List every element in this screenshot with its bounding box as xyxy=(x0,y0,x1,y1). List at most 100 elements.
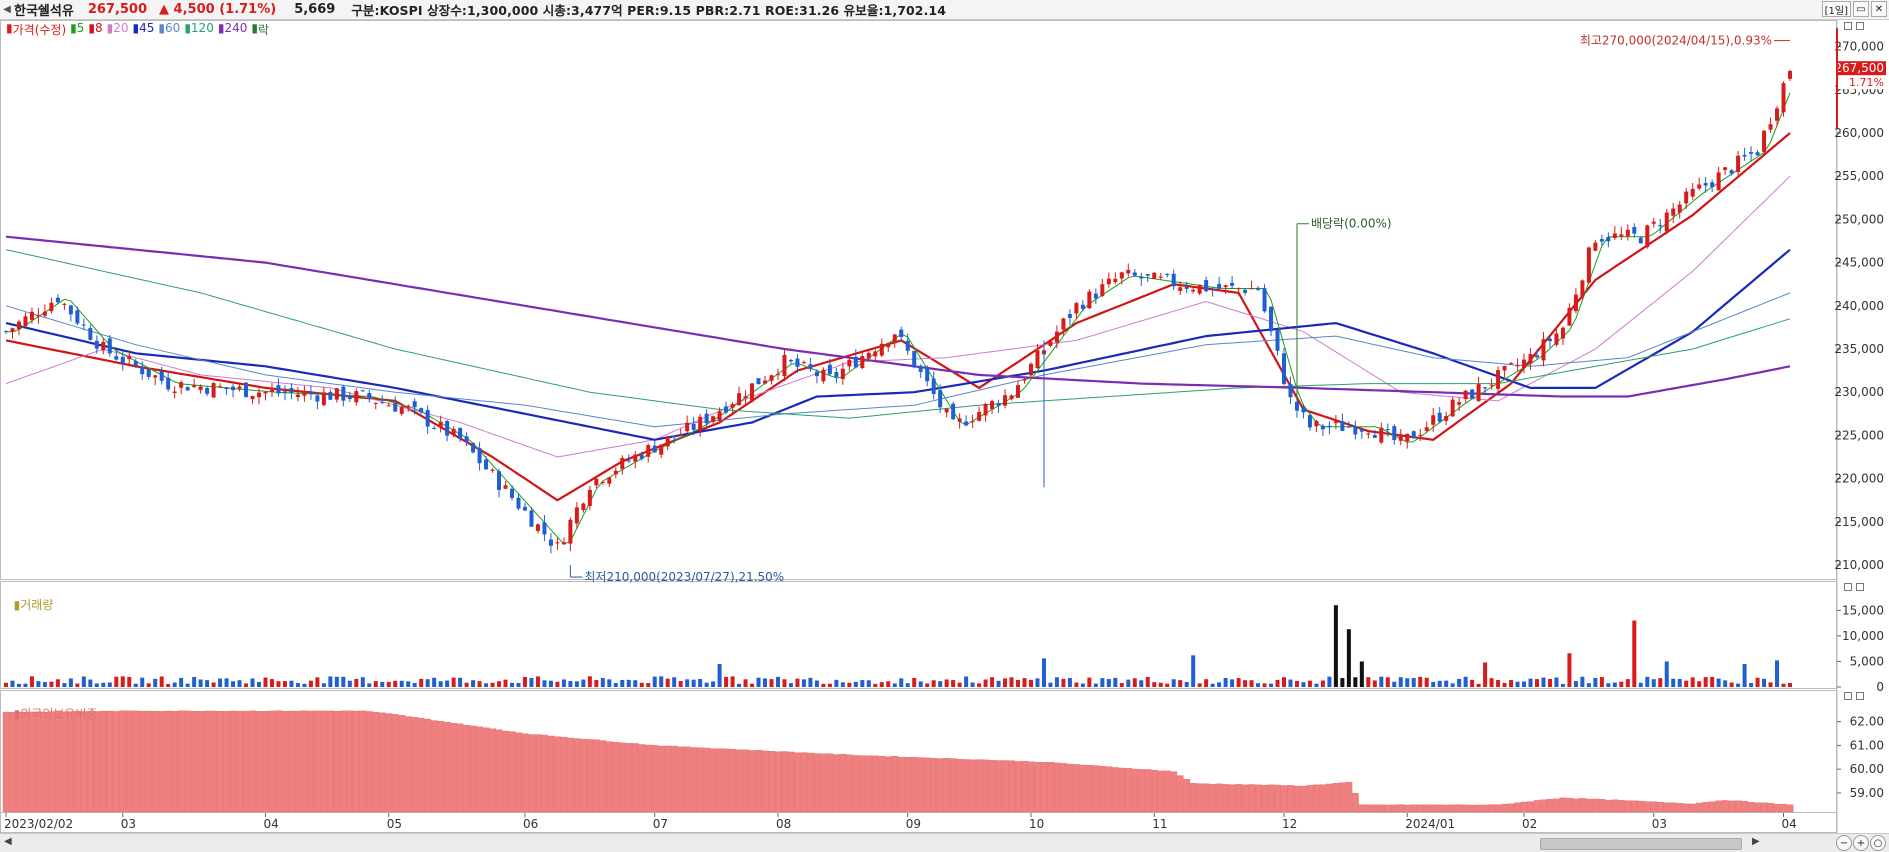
foreign-bar xyxy=(722,748,730,813)
foreign-bar xyxy=(1034,761,1041,813)
volume-bar xyxy=(944,679,949,687)
candle-body xyxy=(1009,395,1014,400)
maximize-icon[interactable]: ▭ xyxy=(1853,1,1869,17)
pane-minimize-icon[interactable] xyxy=(1844,22,1852,30)
candle-body xyxy=(1067,314,1072,318)
foreign-bar xyxy=(1747,802,1755,813)
candle-body xyxy=(88,328,93,340)
dropdown-icon[interactable]: ◀ xyxy=(3,4,11,15)
foreign-bar xyxy=(800,752,808,813)
candle-body xyxy=(1788,71,1792,79)
period-button[interactable]: [1일] xyxy=(1821,1,1851,17)
candle-body xyxy=(1022,379,1027,381)
foreign-bar xyxy=(1125,767,1132,813)
volume-bar xyxy=(1755,677,1760,687)
volume-pane-maximize-icon[interactable] xyxy=(1856,583,1864,591)
date-tick-label: 04 xyxy=(263,817,278,831)
volume-bar xyxy=(172,682,177,687)
zoom-out-icon[interactable]: − xyxy=(1836,835,1852,851)
stock-info: 구분:KOSPI 상장수:1,300,000 시총:3,477억 PER:9.1… xyxy=(351,3,947,18)
foreign-bar xyxy=(1585,798,1593,813)
foreign-bar xyxy=(1533,800,1541,813)
volume-bar xyxy=(1684,680,1689,687)
candle-body xyxy=(1560,327,1565,339)
foreign-bar xyxy=(521,733,529,813)
foreign-bar xyxy=(1650,801,1658,813)
volume-bar xyxy=(1009,677,1014,687)
foreign-bar xyxy=(956,758,964,813)
legend-ma-5[interactable]: 5 xyxy=(76,21,85,35)
volume-bar xyxy=(1593,677,1598,687)
foreign-panel-title[interactable]: 외국인보유비중 xyxy=(20,707,98,721)
candle-body xyxy=(1599,238,1604,242)
foreign-bar xyxy=(197,711,205,813)
candle-body xyxy=(977,411,982,421)
volume-bar xyxy=(834,679,839,687)
candle-body xyxy=(503,485,508,489)
legend-ma-240[interactable]: 240 xyxy=(224,21,248,35)
foreign-bar xyxy=(1138,769,1145,813)
foreign-bar xyxy=(320,710,328,813)
candle-body xyxy=(1054,331,1059,343)
legend-ma-20[interactable]: 20 xyxy=(113,21,129,35)
zoom-in-icon[interactable]: + xyxy=(1853,835,1869,851)
volume-bar xyxy=(1723,680,1728,687)
foreign-bar xyxy=(489,728,496,813)
zoom-reset-icon[interactable]: ○ xyxy=(1870,835,1886,851)
candle-body xyxy=(471,443,476,453)
scroll-thumb[interactable] xyxy=(1540,838,1742,850)
volume-bar xyxy=(29,676,34,687)
chart-scrollbar[interactable]: ◀ ▶ − + ○ xyxy=(0,833,1889,852)
candle-body xyxy=(704,413,709,424)
volume-bar xyxy=(1405,678,1410,687)
legend-price[interactable]: 가격(수정) xyxy=(12,23,67,37)
legend-ma-60[interactable]: 60 xyxy=(165,21,181,35)
stock-chart[interactable]: 270,000265,000260,000255,000250,000245,0… xyxy=(0,20,1889,833)
foreign-bar xyxy=(1099,765,1106,813)
candle-body xyxy=(334,388,339,400)
candle-body xyxy=(1333,421,1338,424)
candle-body xyxy=(211,383,216,398)
foreign-bar xyxy=(469,725,477,813)
foreign-bar xyxy=(1332,782,1340,813)
candle-body xyxy=(1768,124,1773,130)
candle-body xyxy=(321,392,326,406)
stock-name[interactable]: 한국쉘석유 xyxy=(14,4,74,19)
volume-bar xyxy=(49,681,54,687)
pane-maximize-icon[interactable] xyxy=(1856,22,1864,30)
foreign-pane-minimize-icon[interactable] xyxy=(1844,692,1852,700)
foreign-pane-maximize-icon[interactable] xyxy=(1856,692,1864,700)
legend-ma-120[interactable]: 120 xyxy=(190,21,214,35)
volume-bar xyxy=(743,679,748,687)
foreign-bar xyxy=(794,752,801,813)
legend-ma-8[interactable]: 8 xyxy=(95,21,103,35)
scroll-right-icon[interactable]: ▶ xyxy=(1752,836,1760,847)
candle-body xyxy=(1028,363,1033,376)
volume-bar xyxy=(62,683,67,687)
legend-ma-45[interactable]: 45 xyxy=(139,21,155,35)
volume-bar xyxy=(503,679,508,687)
volume-bar xyxy=(302,683,307,687)
volume-bar xyxy=(1281,677,1286,687)
candle-body xyxy=(1483,387,1488,389)
scroll-left-icon[interactable]: ◀ xyxy=(4,836,12,847)
dividend-annotation: 배당락(0.00%) xyxy=(1311,217,1392,231)
volume-bar xyxy=(399,680,404,687)
volume-pane-minimize-icon[interactable] xyxy=(1844,583,1852,591)
legend-rak[interactable]: 락 xyxy=(257,23,269,37)
candle-body xyxy=(490,469,495,471)
candle-body xyxy=(1353,426,1358,435)
volume-bar xyxy=(23,683,28,687)
candle-body xyxy=(315,395,320,402)
foreign-bar xyxy=(398,715,406,813)
close-icon[interactable]: ✕ xyxy=(1871,1,1887,17)
volume-panel-title[interactable]: 거래량 xyxy=(20,598,54,612)
volume-bar xyxy=(996,680,1001,687)
candle-body xyxy=(574,507,579,524)
foreign-bar xyxy=(1157,770,1165,813)
volume-bar xyxy=(1269,683,1274,687)
foreign-bar xyxy=(476,726,483,813)
foreign-bar xyxy=(1391,804,1398,813)
candle-body xyxy=(626,460,631,462)
volume-bar xyxy=(1729,682,1734,687)
